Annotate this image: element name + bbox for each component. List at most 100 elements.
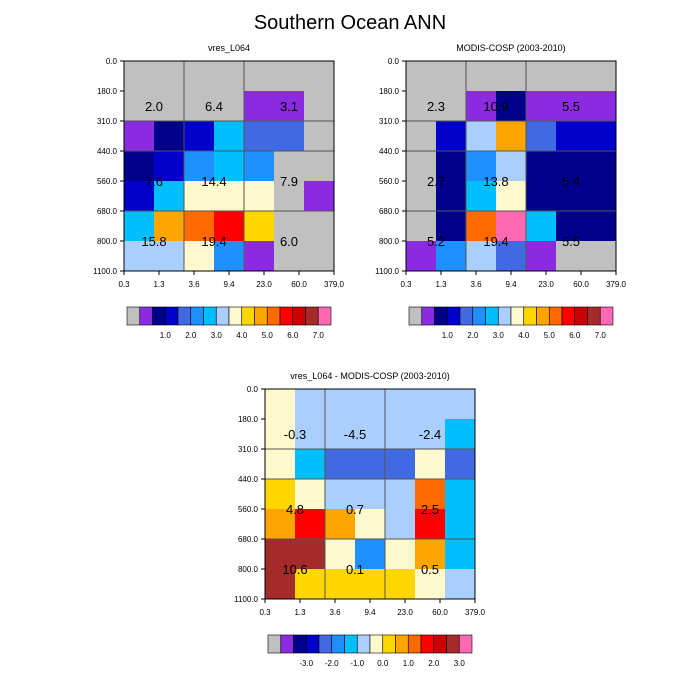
heatmap-cell — [586, 211, 617, 242]
colorbar-swatch — [523, 306, 537, 326]
heatmap-cell — [154, 91, 185, 122]
heatmap-cell — [586, 181, 617, 212]
y-tick-label: 310.0 — [238, 445, 259, 454]
y-tick-label: 560.0 — [97, 177, 118, 186]
box-value-label: 6.0 — [280, 234, 298, 249]
colorbar-swatch — [190, 306, 204, 326]
heatmap-cell — [415, 539, 446, 570]
colorbar-swatch — [382, 634, 396, 654]
heatmap-cell — [436, 91, 467, 122]
colorbar-swatch — [561, 306, 576, 326]
colorbar-label: 0.0 — [377, 659, 389, 668]
heatmap-cell — [406, 91, 437, 122]
heatmap-cell — [265, 419, 296, 450]
heatmap-cell — [154, 181, 185, 212]
heatmap-cell — [295, 479, 326, 510]
heatmap-cell — [526, 121, 557, 152]
colorbar-label: 1.0 — [403, 659, 415, 668]
heatmap-cell — [154, 241, 185, 272]
heatmap-cell — [265, 479, 296, 510]
heatmap-cell — [586, 121, 617, 152]
colorbar-2: 1.0 2.0 3.0 4.0 5.0 6.0 7.0 — [408, 306, 614, 340]
heatmap-cell — [436, 121, 467, 152]
colorbar-label: 4.0 — [518, 331, 530, 340]
colorbar-swatch — [497, 306, 512, 326]
heatmap-cell — [406, 211, 437, 242]
heatmap-cell — [466, 241, 497, 272]
heatmap-cell — [406, 61, 437, 92]
heatmap-cell — [295, 389, 326, 420]
x-tick-label: 23.0 — [256, 280, 272, 289]
colorbar-label: 6.0 — [287, 331, 299, 340]
heatmap-cell — [124, 181, 155, 212]
heatmap-cell — [496, 121, 527, 152]
colorbar-swatch — [280, 634, 294, 654]
heatmap-cell — [586, 151, 617, 182]
colorbar-swatch — [536, 306, 550, 326]
colorbar-swatch — [434, 306, 448, 326]
y-tick-label: 1100.0 — [375, 267, 399, 276]
heatmap-cell — [436, 151, 467, 182]
heatmap-cell — [496, 151, 527, 182]
panel-title: vres_L064 - MODIS-COSP (2003-2010) — [290, 371, 449, 381]
heatmap-cell — [496, 241, 527, 272]
colorbar-label: 2.0 — [467, 331, 479, 340]
box-value-label: 6.4 — [205, 99, 223, 114]
colorbar-swatch — [446, 306, 461, 326]
colorbar-swatch — [446, 634, 460, 654]
heatmap-panel-2: MODIS-COSP (2003-2010) 2.3 10.9 5.5 2.7 13.8 5… — [375, 43, 626, 289]
y-tick-label: 440.0 — [97, 147, 118, 156]
heatmap-cell — [184, 211, 215, 242]
heatmap-cell — [385, 539, 416, 570]
heatmap-cell — [325, 539, 356, 570]
heatmap-cell — [214, 91, 245, 122]
colorbar-swatch — [395, 634, 409, 654]
heatmap-cell — [466, 61, 497, 92]
heatmap-cell — [214, 181, 245, 212]
y-tick-label: 560.0 — [379, 177, 400, 186]
heatmap-cell — [556, 121, 587, 152]
heatmap-cell — [415, 569, 446, 600]
colorbar-label: 3.0 — [493, 331, 505, 340]
heatmap-cell — [214, 211, 245, 242]
x-tick-label: 9.4 — [364, 608, 376, 617]
heatmap-cell — [466, 211, 497, 242]
heatmap-cell — [385, 509, 416, 540]
colorbar-swatch — [407, 634, 422, 654]
heatmap-cell — [445, 569, 476, 600]
colorbar-swatch — [587, 306, 601, 326]
colorbar-swatch — [331, 634, 345, 654]
colorbar-swatch — [215, 306, 230, 326]
heatmap-cell — [586, 61, 617, 92]
heatmap-cell — [466, 181, 497, 212]
x-tick-label: 0.3 — [400, 280, 412, 289]
heatmap-cell — [406, 241, 437, 272]
y-tick-label: 440.0 — [238, 475, 259, 484]
heatmap-cell — [274, 241, 305, 272]
heatmap-cell — [556, 241, 587, 272]
heatmap-cell — [124, 211, 155, 242]
x-tick-label: 1.3 — [435, 280, 447, 289]
box-value-label: 10.9 — [483, 99, 508, 114]
heatmap-cell — [244, 91, 275, 122]
heatmap-cell — [445, 539, 476, 570]
heatmap-cell — [496, 211, 527, 242]
box-value-label: 15.8 — [141, 234, 166, 249]
heatmap-cell — [445, 419, 476, 450]
colorbar-swatch — [164, 306, 179, 326]
heatmap-cell — [214, 151, 245, 182]
heatmap-cell — [385, 419, 416, 450]
heatmap-cell — [274, 91, 305, 122]
colorbar-swatch — [459, 306, 474, 326]
colorbar-swatch — [266, 306, 281, 326]
heatmap-cell — [556, 91, 587, 122]
x-tick-label: 0.3 — [118, 280, 130, 289]
box-value-label: 14.4 — [201, 174, 226, 189]
heatmap-cell — [355, 449, 386, 480]
colorbar-1: 1.0 2.0 3.0 4.0 5.0 6.0 7.0 — [126, 306, 332, 340]
heatmap-cell — [154, 121, 185, 152]
heatmap-cell — [406, 121, 437, 152]
colorbar-swatch — [420, 634, 435, 654]
colorbar-swatch — [293, 634, 307, 654]
